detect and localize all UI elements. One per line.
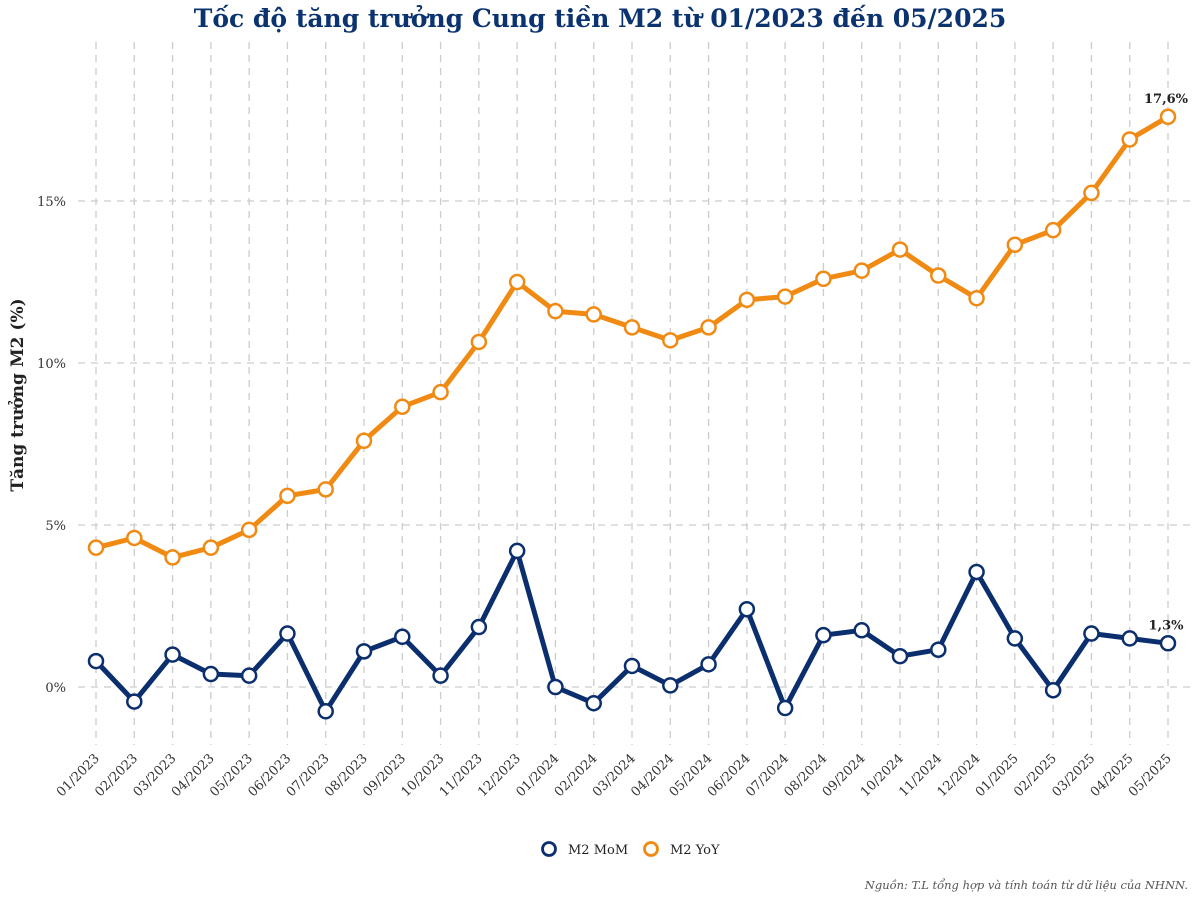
data-point	[1121, 131, 1138, 148]
data-point	[547, 678, 564, 696]
data-label: 1,3%	[1149, 618, 1185, 633]
legend-label: M2 YoY	[670, 843, 720, 858]
data-point	[1083, 184, 1100, 202]
data-point	[853, 262, 870, 279]
data-point	[623, 319, 641, 336]
data-point	[891, 647, 909, 665]
legend-marker	[643, 841, 659, 857]
data-point	[355, 643, 373, 660]
data-point	[1006, 236, 1024, 253]
data-point	[202, 539, 220, 556]
data-point	[700, 656, 717, 673]
data-point	[930, 267, 947, 284]
data-point	[1159, 635, 1177, 652]
data-point	[1159, 108, 1177, 126]
data-label: 17,6%	[1144, 92, 1189, 107]
data-point	[1121, 630, 1138, 647]
data-point	[508, 542, 526, 560]
data-point	[317, 703, 334, 720]
data-point	[662, 332, 679, 349]
y-tick-label: 5%	[45, 519, 66, 534]
data-point	[547, 302, 564, 320]
data-point	[432, 383, 449, 401]
data-point	[470, 618, 488, 636]
data-point	[662, 677, 679, 694]
data-point	[585, 306, 602, 323]
data-point	[1083, 625, 1100, 642]
data-point	[394, 398, 411, 415]
data-point	[738, 600, 756, 618]
data-point	[87, 539, 105, 556]
data-point	[738, 291, 756, 309]
data-point	[202, 665, 220, 683]
data-point	[394, 628, 411, 646]
data-point	[279, 487, 296, 505]
data-point	[700, 319, 717, 336]
data-point	[126, 529, 143, 547]
data-point	[891, 241, 909, 258]
data-point	[968, 289, 985, 307]
data-point	[317, 481, 334, 498]
data-point	[853, 622, 870, 639]
legend-label: M2 MoM	[568, 843, 628, 858]
data-point	[776, 699, 794, 717]
y-tick-label: 10%	[37, 357, 66, 372]
x-tick-label: 05/2025	[1126, 751, 1175, 800]
data-point	[1044, 221, 1062, 239]
data-point	[776, 288, 794, 305]
data-point	[508, 273, 526, 291]
data-point	[240, 521, 258, 539]
legend-marker	[541, 841, 557, 857]
data-point	[1044, 681, 1062, 699]
data-point	[164, 549, 181, 566]
data-point	[470, 333, 488, 351]
data-point	[930, 641, 947, 658]
y-tick-label: 0%	[45, 681, 66, 696]
data-point	[87, 652, 105, 670]
chart-title: Tốc độ tăng trưởng Cung tiền M2 từ 01/20…	[193, 4, 1007, 33]
data-point	[164, 646, 181, 663]
data-point	[240, 667, 258, 684]
y-tick-label: 15%	[37, 195, 66, 210]
data-point	[432, 667, 449, 684]
data-point	[355, 432, 373, 450]
data-point	[815, 270, 832, 288]
data-point	[1006, 630, 1024, 647]
data-point	[126, 693, 143, 710]
data-point	[968, 563, 985, 581]
source-note: Nguồn: T.L tổng hợp và tính toán từ dữ l…	[864, 878, 1188, 892]
data-point	[623, 657, 641, 675]
series-line	[93, 114, 1171, 560]
data-point	[585, 694, 602, 712]
data-point	[279, 625, 296, 642]
data-point	[815, 626, 832, 644]
